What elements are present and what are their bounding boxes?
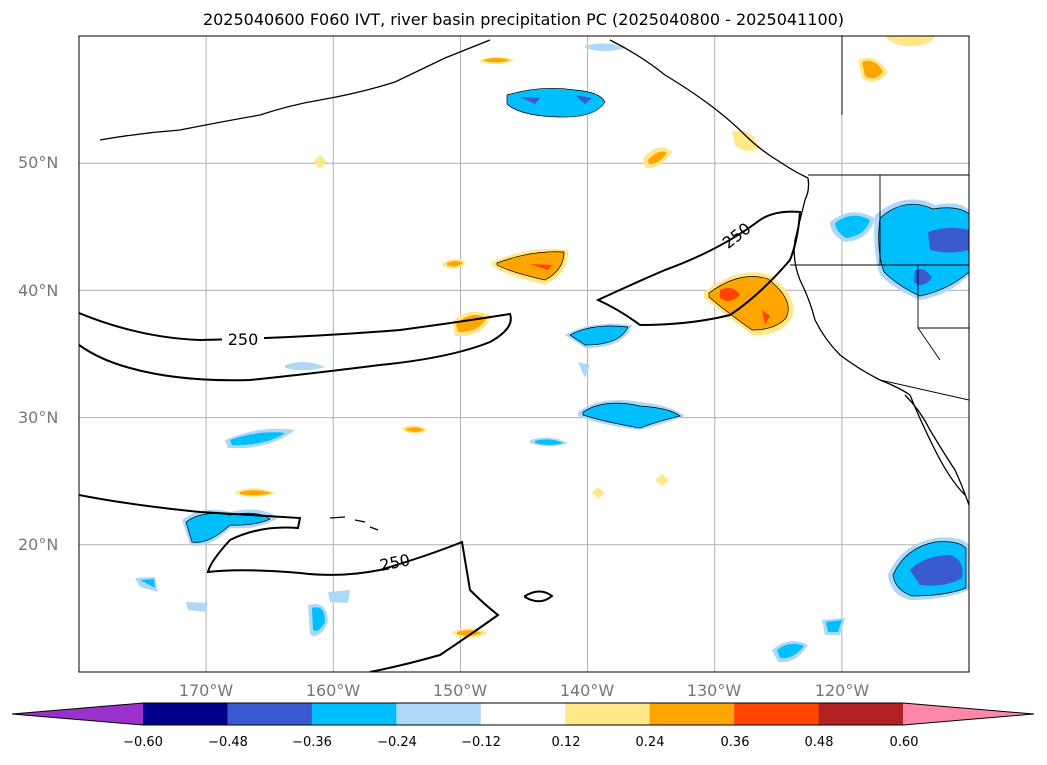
precip-blob-lightblue: [585, 43, 625, 51]
us-west-coastline: [793, 199, 966, 496]
colorbar-tick-label: 0.12: [551, 735, 581, 750]
colorbar-cell: [227, 703, 313, 725]
precip-blob-darkblue: [520, 97, 540, 104]
precip-blob-yellow: [885, 36, 935, 47]
precip-blob-darkblue: [910, 555, 963, 586]
colorbar-cell: [734, 703, 820, 725]
colorbar-tick-label: −0.48: [208, 735, 248, 750]
ivt-label-bg: [222, 330, 264, 348]
colorbar-cell: [565, 703, 651, 725]
precip-blob-yellow: [313, 155, 327, 169]
precip-blob-blue: [507, 88, 605, 118]
colorbar-extend-low: [12, 703, 143, 725]
lon-label: 170°W: [178, 681, 234, 700]
precip-blob-lightblue: [285, 361, 325, 371]
colorbar-cell: [143, 703, 228, 725]
precip-blob-blue: [878, 204, 969, 296]
colorbar-tick-label: −0.12: [461, 735, 501, 750]
map-background: [79, 36, 969, 672]
precip-blob-red: [762, 310, 770, 325]
precip-blob-blue: [826, 620, 842, 632]
precip-blob-lightblue: [186, 602, 208, 612]
precip-blob-orange: [240, 490, 272, 496]
lat-label: 20°N: [18, 535, 59, 554]
map-title: 2025040600 F060 IVT, river basin precipi…: [202, 10, 845, 29]
precip-blob-red: [530, 264, 552, 270]
colorbar-cell: [480, 703, 566, 725]
hawaii-islands: [329, 516, 379, 531]
colorbar-tick-label: −0.36: [292, 735, 332, 750]
precip-blob-yellow: [592, 487, 605, 499]
ivt-contour-coast: [595, 210, 802, 327]
precip-shading: [135, 36, 969, 663]
colorbar-cell: [649, 703, 735, 725]
colorbar-tick-label: 0.36: [720, 735, 750, 750]
precip-blob-blue: [535, 439, 563, 445]
precip-blob-blue: [312, 607, 325, 631]
colorbar-tick-label: −0.60: [123, 735, 163, 750]
baja-coastline: [904, 394, 969, 506]
precip-blob-orange: [862, 60, 883, 79]
precip-blob-red: [720, 287, 740, 301]
precip-blob-blue: [230, 432, 285, 446]
lon-label: 150°W: [432, 681, 488, 700]
colorbar-tick-label: −0.24: [377, 735, 417, 750]
precip-blob-orange: [648, 151, 667, 165]
colorbar-cell: [818, 703, 904, 725]
precip-blob-orange: [484, 58, 510, 63]
lat-label: 40°N: [18, 281, 59, 300]
precip-blob-blue: [583, 403, 680, 428]
gridlines: [79, 36, 969, 672]
precip-blob-darkblue: [914, 269, 932, 286]
ivt-contour-south: [79, 494, 500, 672]
colorbar-tick-label: 0.60: [889, 735, 919, 750]
lon-label: 140°W: [559, 681, 615, 700]
precip-blob-yellow: [655, 474, 669, 486]
gulf-of-alaska-coast: [609, 39, 809, 179]
precipitation-map: 250 250 250: [78, 35, 970, 673]
lat-label: 50°N: [18, 153, 59, 172]
ivt-contour-small: [524, 590, 554, 603]
precip-blob-blue: [835, 215, 870, 238]
precip-blob-blue: [186, 513, 270, 543]
ivt-contour-label: 250: [228, 330, 259, 349]
precip-blob-darkblue: [575, 95, 592, 104]
colorbar-tick-label: 0.24: [635, 735, 665, 750]
lat-label: 30°N: [18, 408, 59, 427]
precip-blob-darkblue: [928, 227, 969, 253]
colorbar-outline: [11, 702, 1035, 726]
colorbar-tick-label: 0.48: [804, 735, 834, 750]
precip-blob-orange: [497, 251, 564, 280]
bc-coastline: [804, 177, 810, 201]
alaska-coastline: [99, 39, 491, 141]
coastlines: [99, 39, 969, 531]
lon-label: 120°W: [814, 681, 870, 700]
precip-blob-blue: [140, 579, 155, 588]
precip-blob-lightblue: [328, 590, 350, 603]
map-frame: [78, 35, 970, 673]
colorbar-cell: [396, 703, 482, 725]
precip-blob-blue: [777, 643, 804, 659]
precip-blob-yellow: [732, 130, 760, 151]
precip-outlines: [185, 87, 969, 597]
lon-label: 160°W: [305, 681, 361, 700]
precip-blob-lightblue: [578, 362, 590, 378]
precip-blob-orange: [406, 427, 424, 432]
precip-blob-orange: [447, 261, 463, 267]
colorbar-extend-high: [903, 703, 1034, 725]
lon-label: 130°W: [686, 681, 742, 700]
colorbar-cells: [12, 703, 1034, 725]
colorbar-cell: [311, 703, 397, 725]
